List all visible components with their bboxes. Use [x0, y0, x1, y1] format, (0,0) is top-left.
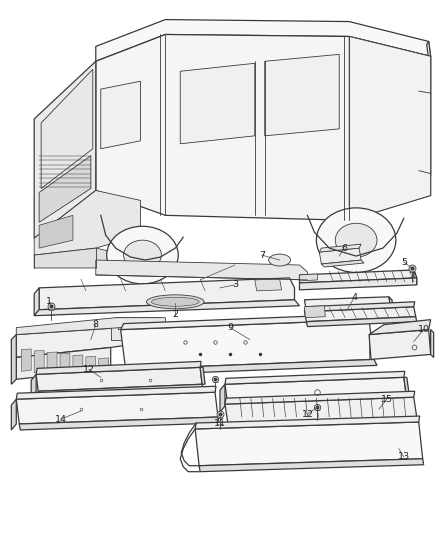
- Polygon shape: [220, 384, 225, 412]
- Polygon shape: [96, 20, 431, 61]
- Polygon shape: [101, 81, 141, 149]
- Polygon shape: [21, 349, 31, 372]
- Polygon shape: [369, 320, 431, 335]
- Polygon shape: [304, 302, 415, 312]
- Polygon shape: [36, 367, 202, 391]
- Text: 8: 8: [93, 320, 99, 329]
- Polygon shape: [60, 353, 70, 376]
- Polygon shape: [304, 307, 416, 321]
- Text: 12: 12: [301, 409, 314, 418]
- Polygon shape: [34, 248, 141, 270]
- Polygon shape: [34, 61, 96, 238]
- Ellipse shape: [268, 254, 290, 266]
- Polygon shape: [16, 392, 218, 424]
- Polygon shape: [225, 397, 417, 424]
- Text: 4: 4: [351, 293, 357, 302]
- Polygon shape: [195, 422, 423, 466]
- Text: 15: 15: [381, 394, 393, 403]
- Polygon shape: [304, 306, 325, 318]
- Polygon shape: [96, 35, 431, 220]
- Polygon shape: [16, 325, 165, 358]
- Polygon shape: [34, 300, 300, 316]
- Polygon shape: [39, 215, 73, 248]
- Polygon shape: [41, 69, 93, 189]
- Polygon shape: [120, 320, 374, 369]
- Polygon shape: [34, 288, 39, 316]
- Polygon shape: [425, 42, 431, 189]
- Polygon shape: [200, 367, 205, 384]
- Text: 1: 1: [46, 297, 52, 306]
- Polygon shape: [16, 386, 216, 399]
- Text: 12: 12: [83, 365, 95, 374]
- Polygon shape: [414, 270, 417, 285]
- Polygon shape: [47, 352, 57, 374]
- Polygon shape: [116, 318, 163, 329]
- Text: 2: 2: [172, 310, 178, 319]
- Polygon shape: [195, 416, 420, 429]
- Polygon shape: [19, 417, 219, 430]
- Text: 6: 6: [341, 244, 347, 253]
- Polygon shape: [36, 361, 201, 374]
- Text: 7: 7: [259, 251, 265, 260]
- Polygon shape: [199, 459, 424, 472]
- Polygon shape: [228, 399, 408, 412]
- Ellipse shape: [107, 226, 178, 284]
- Polygon shape: [34, 351, 44, 373]
- Polygon shape: [31, 374, 36, 397]
- Polygon shape: [431, 329, 434, 358]
- Polygon shape: [321, 260, 364, 267]
- Polygon shape: [39, 156, 91, 222]
- Polygon shape: [304, 297, 392, 318]
- Polygon shape: [300, 270, 417, 283]
- Polygon shape: [300, 278, 417, 290]
- Polygon shape: [180, 63, 255, 144]
- Ellipse shape: [316, 208, 396, 272]
- Text: 10: 10: [418, 325, 430, 334]
- Text: 13: 13: [398, 453, 410, 461]
- Ellipse shape: [152, 297, 199, 306]
- Polygon shape: [38, 384, 203, 397]
- Text: 9: 9: [227, 323, 233, 332]
- Polygon shape: [120, 314, 372, 329]
- Polygon shape: [11, 335, 16, 384]
- Polygon shape: [300, 274, 318, 281]
- Polygon shape: [39, 278, 294, 310]
- Polygon shape: [111, 325, 165, 340]
- Polygon shape: [228, 417, 418, 430]
- Ellipse shape: [335, 223, 377, 257]
- Polygon shape: [225, 391, 415, 404]
- Ellipse shape: [124, 240, 161, 270]
- Text: 5: 5: [401, 257, 407, 266]
- Text: 14: 14: [55, 415, 67, 424]
- Polygon shape: [307, 314, 395, 321]
- Polygon shape: [126, 359, 377, 375]
- Polygon shape: [16, 318, 165, 335]
- Polygon shape: [16, 348, 111, 379]
- Ellipse shape: [146, 295, 204, 309]
- Polygon shape: [96, 260, 307, 280]
- Polygon shape: [349, 36, 431, 220]
- Polygon shape: [389, 297, 395, 318]
- Polygon shape: [225, 372, 405, 384]
- Polygon shape: [369, 329, 431, 359]
- Text: 11: 11: [214, 419, 226, 429]
- Polygon shape: [307, 317, 417, 327]
- Polygon shape: [265, 54, 339, 136]
- Polygon shape: [11, 399, 16, 430]
- Polygon shape: [225, 377, 407, 406]
- Polygon shape: [86, 357, 96, 379]
- Polygon shape: [404, 377, 410, 399]
- Polygon shape: [255, 279, 282, 291]
- Polygon shape: [73, 355, 83, 377]
- Polygon shape: [99, 358, 109, 380]
- Polygon shape: [319, 244, 361, 252]
- Text: 3: 3: [232, 280, 238, 289]
- Polygon shape: [319, 248, 361, 264]
- Polygon shape: [34, 190, 141, 255]
